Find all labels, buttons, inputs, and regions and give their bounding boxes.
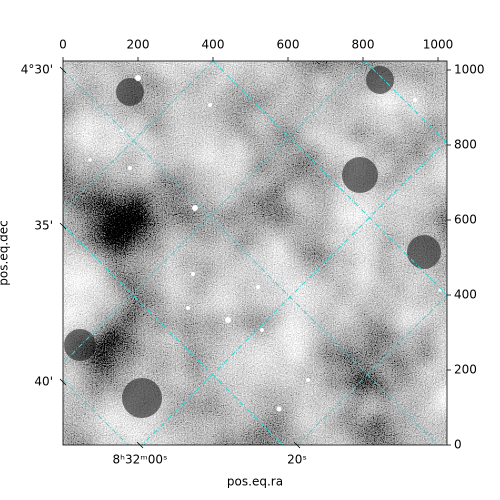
dec-tick-label: 40' (34, 375, 53, 389)
ra-tick-label: 20ˢ (287, 453, 307, 467)
ra-tick (136, 441, 144, 449)
sky-image (62, 60, 448, 446)
x-tick-label: 600 (277, 38, 300, 52)
y-axis-label: pos.eq.dec (0, 220, 11, 285)
dec-tick (59, 66, 67, 74)
ra-tick-label: 8ʰ32ᵐ00ˢ (113, 453, 168, 467)
y-tick-label: 400 (454, 288, 477, 302)
dec-tick-label: 35' (34, 219, 53, 233)
y-tick-label: 0 (454, 438, 462, 452)
dec-tick-label: 4°30' (21, 63, 53, 77)
x-tick-label: 0 (59, 38, 67, 52)
x-tick-label: 1000 (423, 38, 454, 52)
coordinate-grid (63, 61, 447, 445)
y-tick-label: 800 (454, 138, 477, 152)
x-tick-label: 800 (352, 38, 375, 52)
y-tick-label: 600 (454, 213, 477, 227)
dec-tick (59, 378, 67, 386)
ra-tick (293, 441, 301, 449)
x-tick-label: 200 (127, 38, 150, 52)
y-tick-label: 200 (454, 363, 477, 377)
y-tick-label: 1000 (454, 63, 485, 77)
x-tick-label: 400 (202, 38, 225, 52)
x-axis-label: pos.eq.ra (227, 475, 283, 489)
dec-tick (59, 222, 67, 230)
